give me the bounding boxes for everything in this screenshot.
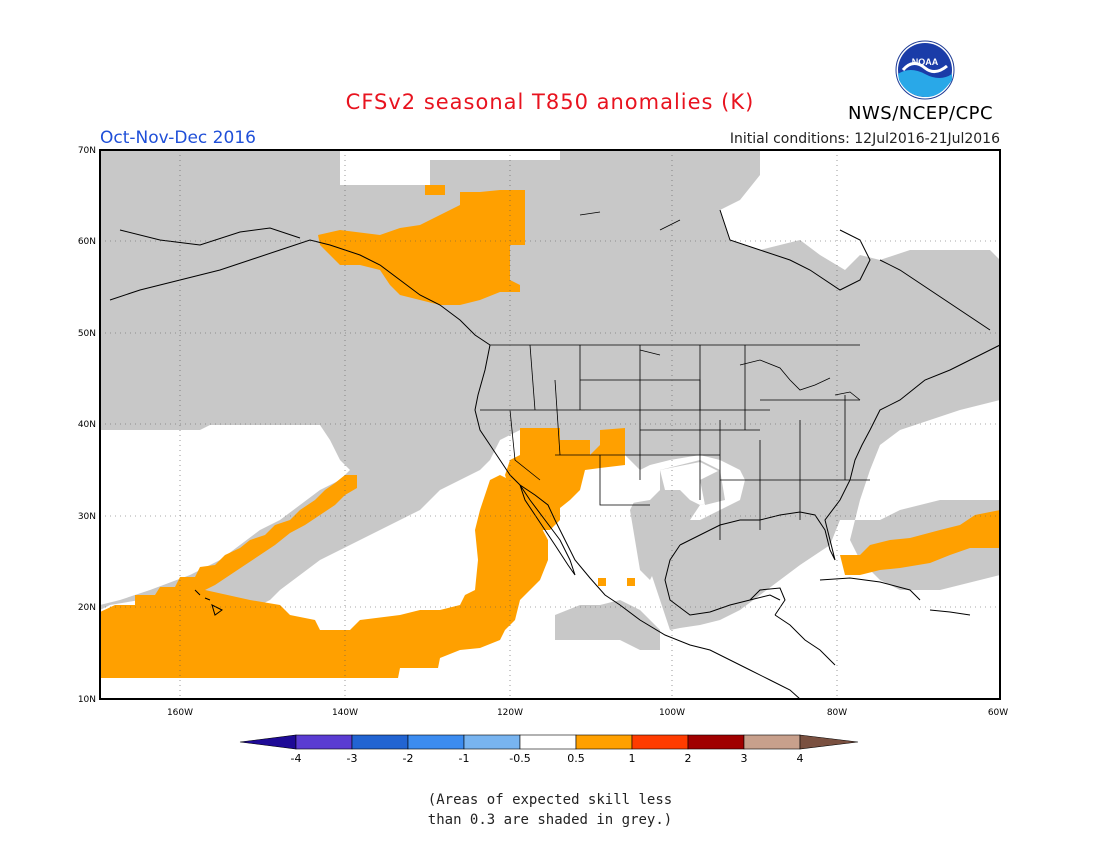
logo-text: NOAA <box>912 57 939 67</box>
colorbar-tick-label: -1 <box>459 752 470 765</box>
footnote: (Areas of expected skill less than 0.3 a… <box>0 790 1100 830</box>
map-frame <box>99 149 1001 700</box>
political-borders <box>480 344 870 540</box>
noaa-logo-icon: NOAA <box>895 40 955 100</box>
colorbar-tick-label: 4 <box>797 752 804 765</box>
colorbar-swatch <box>743 734 801 750</box>
colorbar-tick-label: 3 <box>741 752 748 765</box>
colorbar-tick-label: 1 <box>629 752 636 765</box>
warm-anomaly-shading <box>100 185 1000 678</box>
colorbar-swatch <box>519 734 577 750</box>
colorbar-swatch <box>351 734 409 750</box>
lon-label: 100W <box>659 708 685 718</box>
grey-patches-south <box>555 470 725 650</box>
lon-label: 60W <box>988 708 1008 718</box>
footnote-line: than 0.3 are shaded in grey.) <box>427 812 673 828</box>
colorbar-tick-label: -3 <box>347 752 358 765</box>
colorbar-tick-label: 2 <box>685 752 692 765</box>
colorbar-tick-label: -0.5 <box>509 752 530 765</box>
lon-label: 120W <box>497 708 523 718</box>
footnote-line: (Areas of expected skill less <box>427 792 673 808</box>
lat-label: 50N <box>78 329 96 339</box>
lakes <box>579 211 861 401</box>
colorbar-swatch <box>687 734 745 750</box>
colorbar-swatch <box>407 734 465 750</box>
colorbar-swatch <box>631 734 689 750</box>
colorbar-swatch <box>295 734 353 750</box>
lat-label: 10N <box>78 695 96 705</box>
lat-label: 20N <box>78 603 96 613</box>
lat-label: 30N <box>78 512 96 522</box>
lon-label: 140W <box>332 708 358 718</box>
colorbar-swatch <box>575 734 633 750</box>
map-title: CFSv2 seasonal T850 anomalies (K) <box>345 90 755 114</box>
colorbar-tick-label: 0.5 <box>567 752 585 765</box>
colorbar-boxes <box>239 734 859 750</box>
colorbar-tick-label: -2 <box>403 752 414 765</box>
lat-label: 40N <box>78 420 96 430</box>
lon-label: 80W <box>827 708 847 718</box>
lat-label: 60N <box>78 237 96 247</box>
lon-label: 160W <box>167 708 193 718</box>
lat-label: 70N <box>78 146 96 156</box>
colorbar-swatch <box>463 734 521 750</box>
colorbar-arrow-right <box>799 734 859 750</box>
gridlines <box>100 150 1000 699</box>
colorbar-tick-label: -4 <box>291 752 302 765</box>
colorbar-arrow-left <box>239 734 297 750</box>
forecast-period: Oct-Nov-Dec 2016 <box>100 128 256 148</box>
agency-label: NWS/NCEP/CPC <box>848 103 994 124</box>
initial-conditions: Initial conditions: 12Jul2016-21Jul2016 <box>729 131 1000 147</box>
